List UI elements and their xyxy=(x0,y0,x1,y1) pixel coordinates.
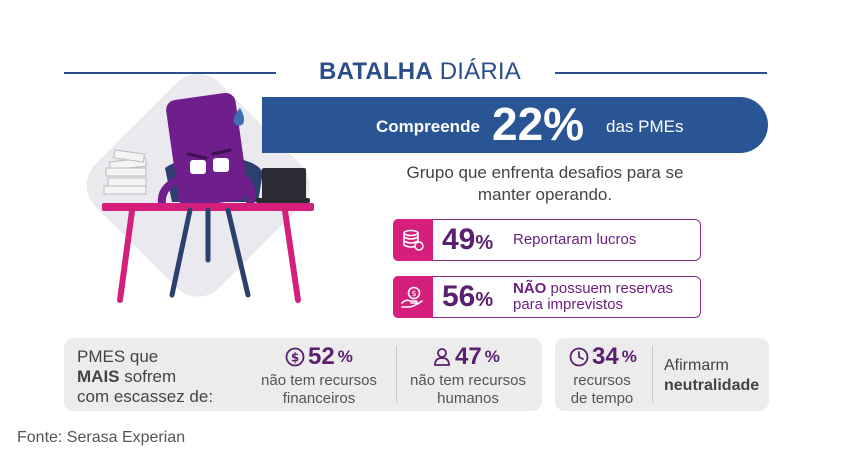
paper-stack-icon xyxy=(103,149,147,195)
title-bold: BATALHA xyxy=(319,58,433,85)
time-panel xyxy=(555,338,769,411)
stat-profits-label: Reportaram lucros xyxy=(513,231,637,248)
human-value: 47% xyxy=(432,344,500,370)
chair-legs xyxy=(169,207,251,298)
header-rule-right xyxy=(555,72,767,74)
desk-top xyxy=(102,203,314,211)
stressed-worker-illustration xyxy=(86,73,314,303)
time-divider xyxy=(652,346,653,403)
character-figure xyxy=(157,92,256,208)
time-value: 34% xyxy=(569,344,637,370)
desk-leg-left xyxy=(117,208,135,303)
description-line-1: Grupo que enfrenta desafios para se xyxy=(406,163,684,182)
header-rule-left xyxy=(64,72,276,74)
banner-percent: 22% xyxy=(492,98,585,150)
clock-icon xyxy=(569,347,589,367)
banner-prefix: Compreende xyxy=(376,117,480,136)
svg-text:$: $ xyxy=(411,289,416,298)
human-label: não tem recursos humanos xyxy=(410,372,526,407)
banner-suffix: das PMEs xyxy=(606,117,684,136)
financial-value: $ 52% xyxy=(285,344,353,370)
stat-profits: 49% Reportaram lucros xyxy=(393,219,701,261)
title-light: DIÁRIA xyxy=(439,58,521,85)
time-label: recursos de tempo xyxy=(570,372,634,407)
stat-reserves-value: 56% xyxy=(442,280,494,313)
stat-reserves-label-1: NÃO possuem reservas xyxy=(513,280,674,297)
stat-reserves: $ 56% NÃO possuem reservas para imprevis… xyxy=(393,276,701,318)
financial-label: não tem recursos financeiros xyxy=(261,372,377,407)
svg-text:$: $ xyxy=(291,351,299,365)
page-title: BATALHA DIÁRIA xyxy=(285,58,555,86)
dollar-icon: $ xyxy=(285,347,305,367)
laptop-icon xyxy=(256,168,310,203)
coins-icon xyxy=(393,219,433,261)
person-icon xyxy=(434,348,450,366)
desk-leg-right xyxy=(282,208,301,303)
stat-reserves-label-2: para imprevistos xyxy=(513,296,624,313)
banner-share: Compreende 22% das PMEs xyxy=(262,97,768,153)
group-description: Grupo que enfrenta desafios para se mant… xyxy=(390,162,700,206)
scarcity-intro: PMES que MAIS sofrem com escassez de: xyxy=(77,347,214,406)
source-note: Fonte: Serasa Experian xyxy=(17,429,186,446)
panel-divider xyxy=(396,346,397,403)
scarcity-panel xyxy=(64,338,542,411)
hand-money-icon: $ xyxy=(393,276,433,318)
neutral-text: Afirmarm neutralidade xyxy=(664,357,760,394)
stat-profits-value: 49% xyxy=(442,223,494,256)
description-line-2: manter operando. xyxy=(477,185,613,204)
